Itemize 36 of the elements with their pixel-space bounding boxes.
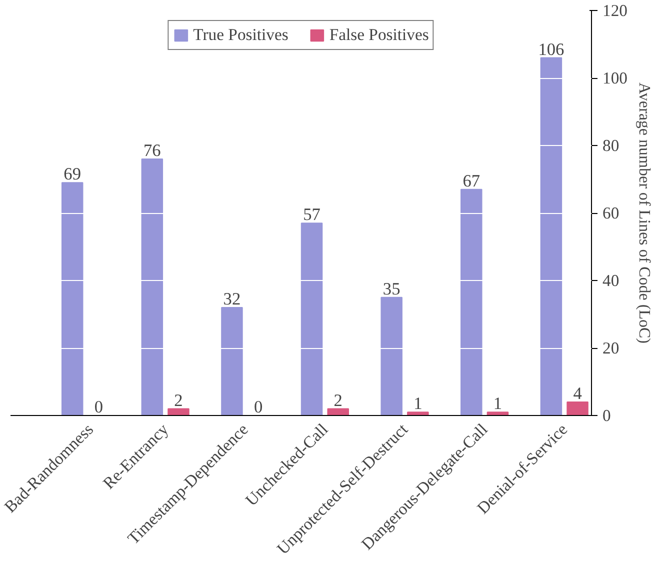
bar bbox=[486, 412, 509, 416]
bar bbox=[327, 408, 349, 416]
data-label: 32 bbox=[223, 290, 241, 308]
data-label: 57 bbox=[303, 205, 321, 224]
bar bbox=[460, 188, 482, 416]
y-tick-label: 80 bbox=[602, 136, 620, 155]
bar bbox=[566, 402, 588, 416]
bar bbox=[61, 182, 84, 416]
y-tick-label: 100 bbox=[602, 68, 628, 88]
data-label: 1 bbox=[493, 394, 502, 414]
data-label: 106 bbox=[538, 40, 565, 59]
data-label: 2 bbox=[174, 390, 183, 410]
legend-label: True Positives bbox=[193, 25, 288, 45]
bar bbox=[407, 412, 429, 416]
data-label: 69 bbox=[64, 164, 82, 184]
bar bbox=[300, 222, 323, 416]
y-tick-label: 60 bbox=[602, 204, 620, 222]
y-tick-label: 20 bbox=[602, 338, 620, 358]
data-label: 2 bbox=[334, 390, 342, 410]
bar bbox=[168, 408, 190, 416]
bar bbox=[141, 158, 164, 416]
data-label: 67 bbox=[462, 171, 480, 190]
data-label: 4 bbox=[573, 384, 582, 403]
legend-label: False Positives bbox=[329, 25, 429, 45]
bar bbox=[221, 307, 243, 416]
y-axis-title: Average number of Lines of Code (LoC) bbox=[635, 82, 652, 344]
y-tick-label: 0 bbox=[602, 406, 611, 425]
y-tick-label: 40 bbox=[602, 271, 620, 290]
data-label: 35 bbox=[382, 279, 400, 298]
data-label: 0 bbox=[254, 398, 263, 416]
bar bbox=[380, 296, 402, 416]
data-label: 1 bbox=[414, 394, 422, 414]
bar bbox=[540, 57, 562, 416]
y-tick-label: 120 bbox=[602, 1, 628, 20]
data-label: 76 bbox=[143, 141, 162, 160]
data-label: 0 bbox=[94, 398, 104, 416]
